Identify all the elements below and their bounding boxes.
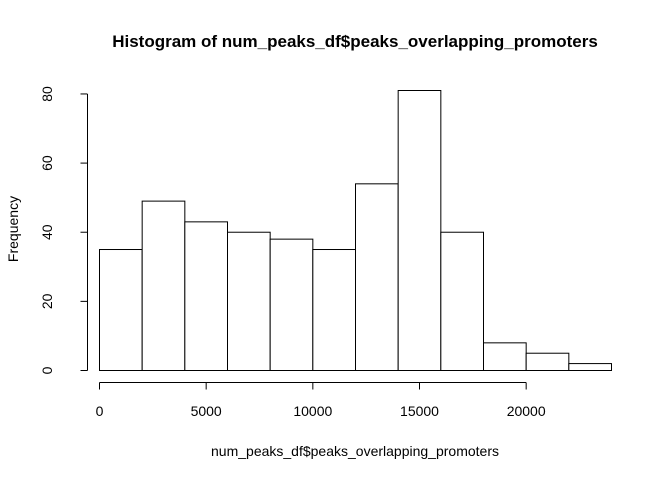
histogram-bar (440, 231, 485, 371)
x-tick-label: 20000 (507, 403, 546, 419)
histogram-bars (99, 90, 612, 372)
y-tick-label: 60 (39, 155, 55, 171)
y-axis-label: Frequency (5, 196, 21, 262)
x-axis-label: num_peaks_df$peaks_overlapping_promoters (211, 443, 499, 459)
histogram-bar (99, 249, 143, 371)
histogram-bar (483, 342, 527, 371)
x-tick-label: 15000 (400, 403, 439, 419)
histogram-bar (312, 249, 357, 371)
y-tick-label: 20 (39, 293, 55, 309)
histogram-bar (141, 200, 186, 371)
x-tick-label: 5000 (191, 403, 222, 419)
histogram-bar (184, 221, 228, 371)
x-tick-label: 0 (96, 403, 104, 419)
y-tick-label: 80 (39, 86, 55, 102)
histogram-bar (355, 183, 399, 371)
y-tick-label: 40 (39, 224, 55, 240)
histogram-bar (397, 90, 442, 371)
chart-title: Histogram of num_peaks_df$peaks_overlapp… (112, 32, 598, 51)
x-axis: 0 5000 10000 15000 20000 (96, 382, 546, 419)
y-tick-label: 0 (39, 366, 55, 374)
histogram-bar (269, 238, 314, 371)
histogram-bar (568, 363, 612, 372)
x-tick-label: 10000 (293, 403, 332, 419)
histogram-bar (525, 352, 570, 372)
histogram-bar (227, 231, 271, 371)
y-axis: 0 20 40 60 80 (39, 86, 88, 374)
